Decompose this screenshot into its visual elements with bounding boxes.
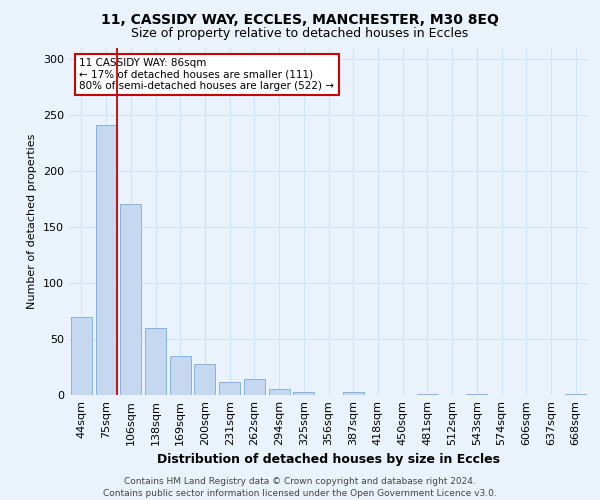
Bar	[269, 390, 290, 395]
Bar	[145, 328, 166, 395]
Bar	[466, 394, 487, 395]
Text: Size of property relative to detached houses in Eccles: Size of property relative to detached ho…	[131, 28, 469, 40]
Bar	[293, 392, 314, 395]
Y-axis label: Number of detached properties: Number of detached properties	[28, 134, 37, 309]
Bar	[565, 394, 586, 395]
Bar	[219, 382, 240, 395]
Bar	[343, 392, 364, 395]
Text: 11 CASSIDY WAY: 86sqm
← 17% of detached houses are smaller (111)
80% of semi-det: 11 CASSIDY WAY: 86sqm ← 17% of detached …	[79, 58, 334, 91]
Text: Contains HM Land Registry data © Crown copyright and database right 2024.
Contai: Contains HM Land Registry data © Crown c…	[103, 476, 497, 498]
X-axis label: Distribution of detached houses by size in Eccles: Distribution of detached houses by size …	[157, 454, 500, 466]
Bar	[244, 380, 265, 395]
Bar	[417, 394, 438, 395]
Bar	[71, 316, 92, 395]
Bar	[95, 125, 116, 395]
Bar	[170, 356, 191, 395]
Bar	[120, 204, 141, 395]
Text: 11, CASSIDY WAY, ECCLES, MANCHESTER, M30 8EQ: 11, CASSIDY WAY, ECCLES, MANCHESTER, M30…	[101, 12, 499, 26]
Bar	[194, 364, 215, 395]
